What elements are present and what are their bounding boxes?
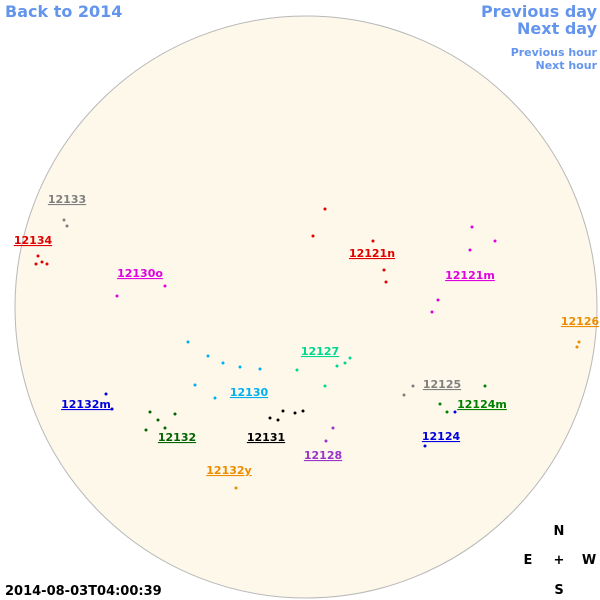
sunspot — [483, 384, 487, 388]
region-label[interactable]: 12134 — [14, 234, 53, 247]
region-label[interactable]: 12121m — [445, 269, 495, 282]
sunspot — [470, 225, 474, 229]
sunspot — [110, 407, 114, 411]
sunspot — [411, 384, 415, 388]
sunspot — [221, 361, 225, 365]
sunspot — [438, 402, 442, 406]
sunspot — [430, 310, 434, 314]
sunspot — [268, 416, 272, 420]
sunspot — [163, 426, 167, 430]
compass-east: E — [524, 553, 533, 568]
sunspot — [193, 383, 197, 387]
sunspot — [295, 368, 299, 372]
region-label[interactable]: 12132m — [61, 398, 111, 411]
sunspot — [371, 239, 375, 243]
region-label[interactable]: 12126 — [561, 315, 600, 328]
back-link[interactable]: Back to 2014 — [5, 2, 122, 21]
sunspot — [234, 486, 238, 490]
region-label[interactable]: 12132y — [206, 464, 251, 477]
sunspot — [186, 340, 190, 344]
compass-north: N — [554, 524, 565, 539]
region-label[interactable]: 12124m — [457, 398, 507, 411]
previous-hour-link[interactable]: Previous hour — [511, 46, 598, 59]
sunspot — [323, 207, 327, 211]
sunspot — [36, 254, 40, 258]
sunspot — [331, 426, 335, 430]
sunspot — [45, 262, 49, 266]
sunspot — [323, 384, 327, 388]
solar-disk — [14, 15, 598, 599]
region-label[interactable]: 12130o — [117, 267, 163, 280]
region-label[interactable]: 12124 — [422, 430, 461, 443]
sunspot — [213, 396, 217, 400]
sunspot — [65, 224, 69, 228]
sunspot — [468, 248, 472, 252]
sunspot — [575, 345, 579, 349]
region-label[interactable]: 12128 — [304, 449, 342, 462]
sunspot — [156, 418, 160, 422]
sunspot — [206, 354, 210, 358]
sunspot — [144, 428, 148, 432]
sunspot — [343, 361, 347, 365]
sunspot — [173, 412, 177, 416]
sunspot — [293, 411, 297, 415]
sunspot — [104, 392, 108, 396]
sunspot — [436, 298, 440, 302]
sunspot — [453, 410, 457, 414]
region-label[interactable]: 12131 — [247, 431, 285, 444]
sunspot — [324, 439, 328, 443]
previous-day-link[interactable]: Previous day — [481, 2, 598, 21]
sunspot — [348, 356, 352, 360]
next-day-link[interactable]: Next day — [517, 19, 598, 38]
sunspot — [423, 444, 427, 448]
next-hour-link[interactable]: Next hour — [536, 59, 598, 72]
compass-south: S — [554, 583, 563, 598]
timestamp: 2014-08-03T04:00:39 — [5, 584, 162, 599]
sunspot — [40, 260, 44, 264]
region-label[interactable]: 12127 — [301, 345, 339, 358]
sunspot — [115, 294, 119, 298]
region-label[interactable]: 12125 — [423, 378, 461, 391]
sunspot — [402, 393, 406, 397]
sunspot — [276, 418, 280, 422]
sunspot — [301, 409, 305, 413]
sunspot — [577, 340, 581, 344]
sunspot — [34, 262, 38, 266]
region-label[interactable]: 12121n — [349, 247, 395, 260]
sunspot — [258, 367, 262, 371]
sunspot — [62, 218, 66, 222]
sunspot — [384, 280, 388, 284]
sunspot — [493, 239, 497, 243]
region-label[interactable]: 12132 — [158, 431, 196, 444]
sunspot — [281, 409, 285, 413]
compass-west: W — [582, 553, 596, 568]
sunspot — [382, 268, 386, 272]
sunspot — [311, 234, 315, 238]
region-label[interactable]: 12133 — [48, 193, 86, 206]
regions: 12133 12134 12130o 12121n 12121m 12126 12127 12… — [14, 193, 600, 490]
sunspot — [445, 410, 449, 414]
region-label[interactable]: 12130 — [230, 386, 269, 399]
compass-center: + — [554, 553, 565, 568]
sunspot — [148, 410, 152, 414]
sunspot — [163, 284, 167, 288]
sunspot — [335, 364, 339, 368]
sunspot — [238, 365, 242, 369]
